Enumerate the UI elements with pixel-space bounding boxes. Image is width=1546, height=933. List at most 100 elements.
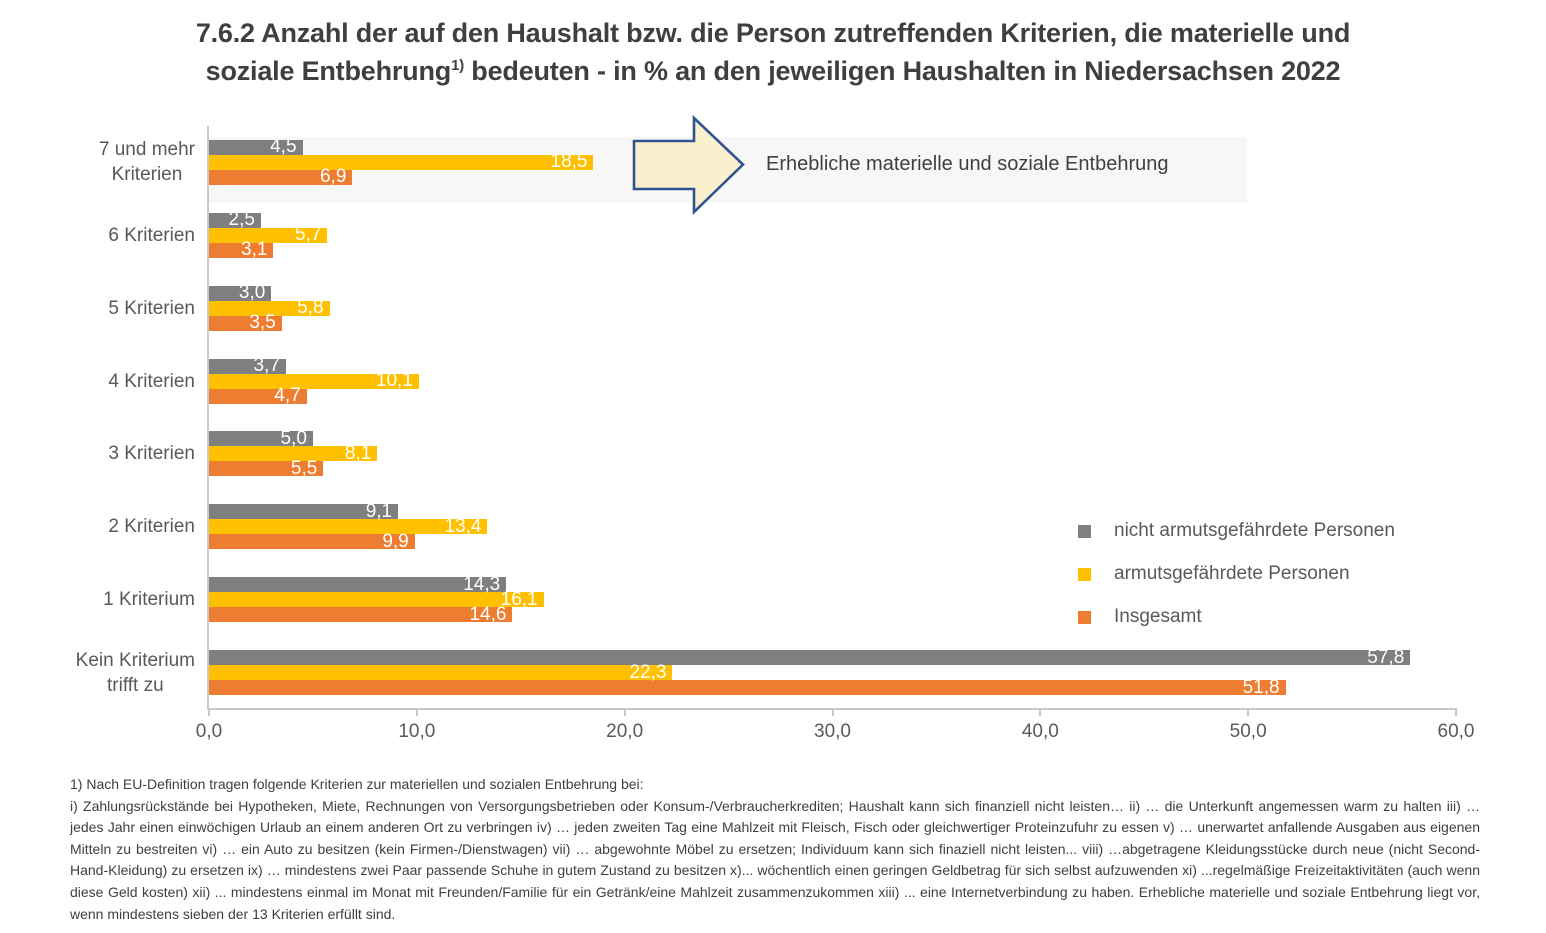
x-axis-tick-label: 20,0	[606, 721, 644, 742]
bar-value-label: 3,1	[241, 239, 268, 261]
legend-label: nicht armutsgefährdete Personen	[1114, 520, 1395, 541]
chart-title: 7.6.2 Anzahl der auf den Haushalt bzw. d…	[0, 14, 1546, 90]
footnote-intro: 1) Nach EU-Definition tragen folgende Kr…	[70, 776, 644, 792]
legend-item-0: nicht armutsgefährdete Personen	[1078, 520, 1395, 541]
bar-nicht-armutsgef-hrdete-personen-row1	[209, 212, 261, 228]
legend-swatch-icon	[1078, 524, 1091, 538]
bar-insgesamt-row7	[209, 680, 1286, 696]
category-label-text: 2 Kriterien	[108, 516, 195, 538]
bar-armutsgef-hrdete-personen-row1	[209, 227, 328, 243]
bar-nicht-armutsgef-hrdete-personen-row7	[209, 650, 1411, 666]
category-label-text: 1 Kriterium	[103, 589, 195, 611]
bar-value-label: 4,5	[270, 136, 297, 158]
bar-armutsgef-hrdete-personen-row7	[209, 665, 673, 681]
x-axis-tick-label: 40,0	[1021, 721, 1059, 742]
bar-value-label: 57,8	[1367, 646, 1405, 668]
category-label: 6 Kriterien	[15, 199, 195, 272]
legend-label: Insgesamt	[1114, 606, 1202, 627]
legend-label: armutsgefährdete Personen	[1114, 563, 1350, 584]
x-axis-tick	[623, 710, 626, 716]
bar-nicht-armutsgef-hrdete-personen-row3	[209, 358, 286, 374]
x-axis-tick	[415, 710, 418, 716]
footnote-body: i) Zahlungsrückstände bei Hypotheken, Mi…	[70, 797, 1480, 922]
bar-value-label: 3,0	[238, 282, 266, 304]
bar-nicht-armutsgef-hrdete-personen-row4	[209, 431, 313, 447]
x-axis-tick	[1247, 710, 1250, 716]
bar-armutsgef-hrdete-personen-row0	[209, 154, 594, 170]
bar-insgesamt-row2	[209, 315, 282, 331]
bar-value-label: 5,5	[290, 457, 318, 479]
category-label: 7 und mehr Kriterien	[15, 126, 195, 199]
bar-value-label: 9,1	[365, 500, 393, 522]
category-label-text: 5 Kriterien	[108, 297, 195, 319]
legend-item-1: armutsgefährdete Personen	[1078, 563, 1350, 584]
bar-value-label: 3,7	[253, 355, 280, 377]
category-label: 3 Kriterien	[15, 418, 195, 491]
bar-value-label: 5,0	[280, 427, 307, 449]
bar-armutsgef-hrdete-personen-row3	[209, 373, 419, 389]
footnote: 1) Nach EU-Definition tragen folgende Kr…	[70, 774, 1480, 925]
bar-value-label: 6,9	[319, 166, 347, 188]
bar-nicht-armutsgef-hrdete-personen-row5	[209, 504, 399, 520]
legend-swatch-icon	[1078, 567, 1091, 581]
x-axis-tick-label: 50,0	[1229, 721, 1267, 742]
x-axis-tick	[831, 710, 834, 716]
chart-title-line1: 7.6.2 Anzahl der auf den Haushalt bzw. d…	[195, 18, 1351, 48]
x-axis-tick-label: 60,0	[1437, 721, 1475, 742]
bar-armutsgef-hrdete-personen-row5	[209, 519, 488, 535]
bar-value-label: 5,7	[295, 224, 322, 246]
annotation-label: Erhebliche materielle und soziale Entbeh…	[766, 153, 1169, 175]
bar-value-label: 51,8	[1242, 676, 1280, 698]
bar-value-label: 22,3	[629, 661, 667, 683]
bar-nicht-armutsgef-hrdete-personen-row0	[209, 139, 303, 155]
chart-title-line2: soziale Entbehrung	[205, 56, 452, 86]
category-label: 2 Kriterien	[15, 490, 195, 563]
bar-nicht-armutsgef-hrdete-personen-row2	[209, 285, 272, 301]
x-axis-tick	[1455, 710, 1457, 716]
category-label-text: 6 Kriterien	[108, 224, 195, 246]
category-label-text: 4 Kriterien	[108, 370, 195, 392]
category-label: 1 Kriterium	[15, 563, 195, 636]
bar-insgesamt-row4	[209, 461, 324, 477]
bar-insgesamt-row6	[209, 607, 513, 623]
bar-value-label: 3,5	[249, 312, 276, 334]
bar-armutsgef-hrdete-personen-row2	[209, 300, 330, 316]
bar-insgesamt-row5	[209, 534, 415, 550]
bar-value-label: 5,8	[297, 297, 324, 319]
bar-value-label: 8,1	[344, 442, 372, 464]
bar-value-label: 18,5	[550, 151, 588, 173]
bar-nicht-armutsgef-hrdete-personen-row6	[209, 577, 507, 593]
category-label-text: Kein Kriterium trifft zu	[75, 649, 195, 696]
bar-armutsgef-hrdete-personen-row6	[209, 592, 544, 608]
footnote-marker: 1)	[451, 57, 464, 74]
bar-insgesamt-row0	[209, 169, 353, 185]
category-label-text: 3 Kriterien	[108, 443, 195, 465]
x-axis-tick	[208, 710, 210, 716]
x-axis-tick-label: 0,0	[195, 721, 223, 742]
y-axis-line	[207, 126, 209, 709]
bar-armutsgef-hrdete-personen-row4	[209, 446, 378, 462]
category-label: 5 Kriterien	[15, 272, 195, 345]
x-axis-tick-label: 10,0	[398, 721, 436, 742]
bar-value-label: 14,3	[463, 573, 501, 595]
chart-title-line2-rest: bedeuten - in % an den jeweiligen Hausha…	[464, 56, 1341, 86]
category-label: Kein Kriterium trifft zu	[15, 636, 195, 709]
right-arrow-icon	[632, 115, 745, 215]
x-axis-line	[207, 708, 1457, 710]
bar-value-label: 4,7	[274, 385, 301, 407]
bar-value-label: 13,4	[444, 515, 482, 537]
legend-item-2: Insgesamt	[1078, 606, 1202, 627]
x-axis-tick-label: 30,0	[814, 721, 851, 742]
category-label: 4 Kriterien	[15, 345, 195, 418]
category-label-text: 7 und mehr Kriterien	[98, 139, 195, 186]
bar-insgesamt-row1	[209, 242, 274, 258]
legend-swatch-icon	[1078, 610, 1091, 624]
bar-value-label: 9,9	[382, 530, 409, 552]
bar-value-label: 10,1	[375, 370, 413, 392]
x-axis-tick	[1039, 710, 1042, 716]
bar-value-label: 14,6	[469, 603, 507, 625]
bar-value-label: 16,1	[500, 588, 538, 610]
bar-insgesamt-row3	[209, 388, 307, 404]
bar-value-label: 2,5	[228, 209, 255, 231]
